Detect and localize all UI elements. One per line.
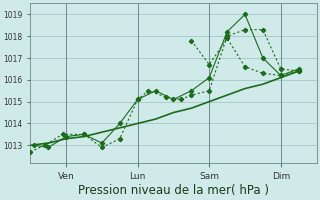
X-axis label: Pression niveau de la mer( hPa ): Pression niveau de la mer( hPa ) (78, 184, 269, 197)
